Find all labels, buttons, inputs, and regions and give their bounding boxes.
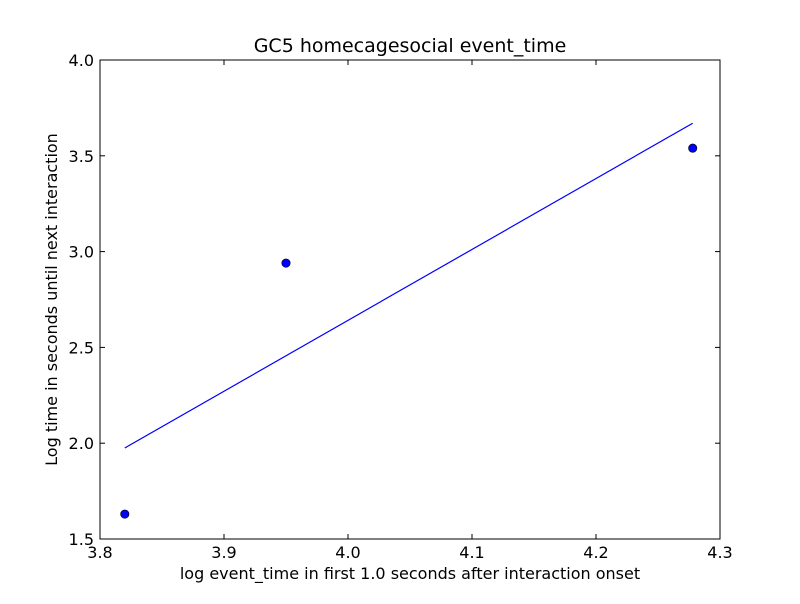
x-tick-label: 4.2 bbox=[583, 543, 608, 562]
fit-line bbox=[124, 122, 694, 449]
y-tick-label: 3.5 bbox=[69, 147, 94, 166]
chart-title: GC5 homecagesocial event_time bbox=[254, 35, 567, 57]
data-point bbox=[120, 509, 130, 519]
x-tick-label: 3.8 bbox=[87, 543, 112, 562]
axes-frame bbox=[99, 59, 721, 540]
x-tick-label: 4.3 bbox=[707, 543, 732, 562]
y-tick-label: 2.5 bbox=[69, 338, 94, 357]
y-axis-label: Log time in seconds until next interacti… bbox=[42, 133, 61, 466]
y-tick-label: 3.0 bbox=[69, 243, 94, 262]
data-point bbox=[688, 143, 698, 153]
y-tick-label: 4.0 bbox=[69, 51, 94, 70]
x-tick-label: 4.0 bbox=[335, 543, 360, 562]
y-tick-label: 1.5 bbox=[69, 530, 94, 549]
data-marks bbox=[120, 122, 698, 519]
data-point bbox=[281, 258, 291, 268]
x-axis-label: log event_time in first 1.0 seconds afte… bbox=[180, 564, 640, 584]
axis-ticks: 3.8 3.9 4.0 4.1 4.2 4.3 1.5 2.0 2.5 3.0 3.5 4.0 bbox=[69, 51, 733, 562]
x-tick-label: 3.9 bbox=[211, 543, 236, 562]
x-tick-label: 4.1 bbox=[459, 543, 484, 562]
y-tick-label: 2.0 bbox=[69, 434, 94, 453]
